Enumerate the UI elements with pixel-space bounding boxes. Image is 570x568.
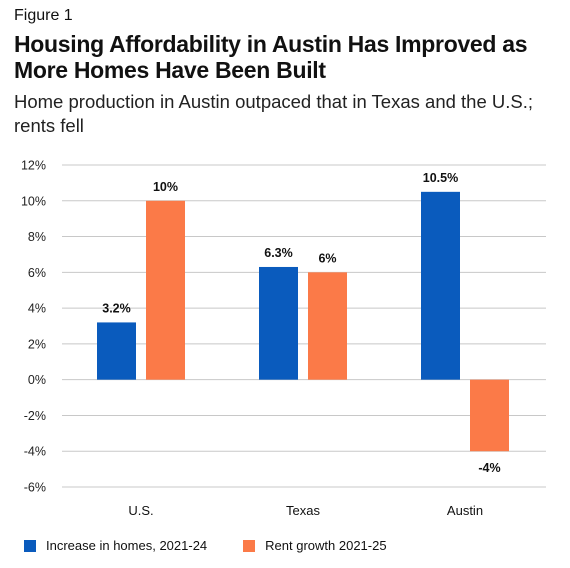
y-tick-label: 4% (28, 302, 46, 316)
x-tick-label: Texas (286, 503, 320, 518)
x-tick-label: Austin (447, 503, 483, 518)
legend-item-homes: Increase in homes, 2021-24 (24, 538, 207, 553)
y-tick-label: 8% (28, 230, 46, 244)
y-tick-label: -2% (24, 409, 46, 423)
y-tick-label: -6% (24, 481, 46, 495)
figure-label: Figure 1 (14, 7, 73, 24)
bar (308, 272, 347, 380)
chart-title: Housing Affordability in Austin Has Impr… (14, 31, 528, 83)
y-tick-label: -4% (24, 445, 46, 459)
data-label: 6.3% (264, 246, 293, 260)
y-tick-label: 10% (21, 194, 46, 208)
bar (259, 266, 298, 380)
legend-item-rent: Rent growth 2021-25 (243, 538, 387, 553)
y-tick-label: 12% (21, 159, 46, 173)
data-label: -4% (478, 461, 500, 475)
data-label: 6% (318, 251, 336, 265)
x-tick-label: U.S. (128, 503, 153, 518)
data-label: 3.2% (102, 301, 131, 315)
y-tick-label: 6% (28, 266, 46, 280)
data-label: 10.5% (423, 171, 458, 185)
bar (470, 379, 509, 452)
data-label: 10% (153, 180, 178, 194)
y-tick-label: 0% (28, 373, 46, 387)
legend-swatch-homes (24, 539, 36, 552)
chart-subtitle: Home production in Austin outpaced that … (14, 91, 534, 136)
bar (97, 322, 136, 380)
bar (421, 191, 460, 380)
legend: Increase in homes, 2021-24 Rent growth 2… (24, 538, 423, 553)
legend-label-homes: Increase in homes, 2021-24 (46, 538, 208, 553)
y-tick-label: 2% (28, 337, 46, 351)
bar-chart: -6% -4% -2% 0% 2% 4% 6% 8% 10% 12% 3.2% 10% U.S. 6.3%… (21, 159, 546, 518)
legend-swatch-rent (243, 539, 256, 552)
legend-label-rent: Rent growth 2021-25 (265, 538, 387, 553)
bar (146, 200, 185, 380)
